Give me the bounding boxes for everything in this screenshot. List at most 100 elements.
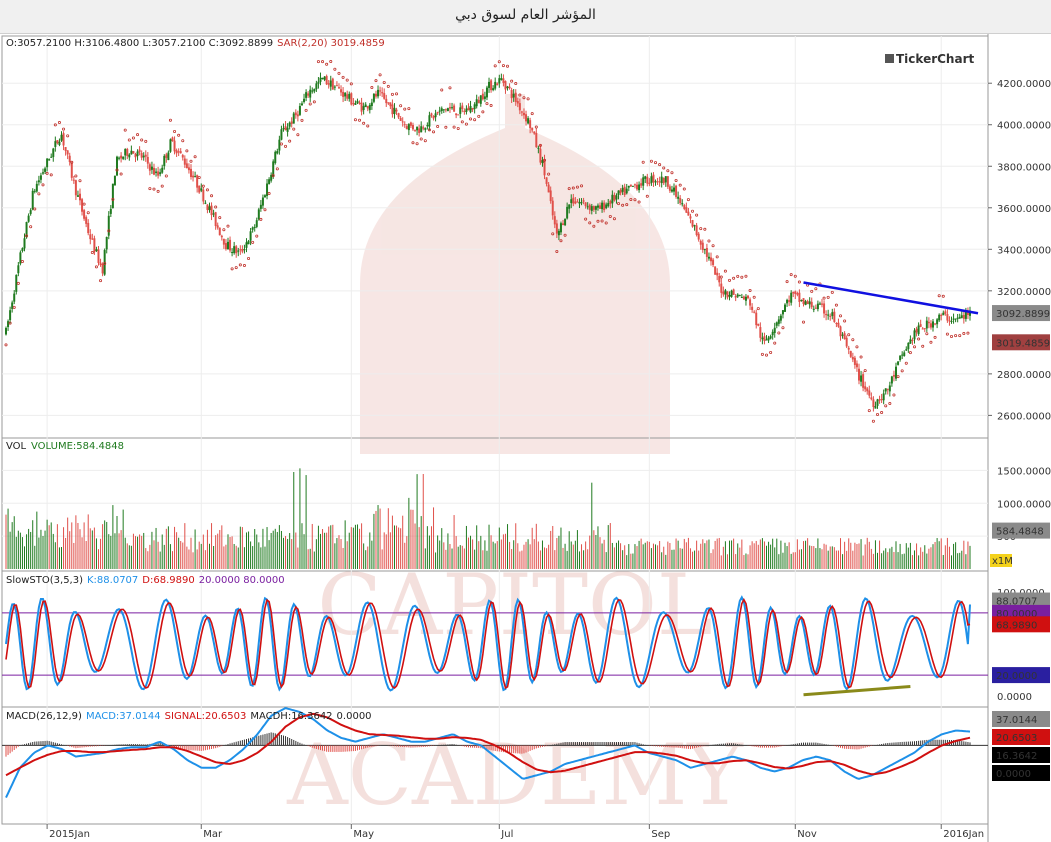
sar-dot [514,82,518,86]
candle-body [418,128,421,133]
candle-body [366,106,369,109]
sar-dot [526,97,530,101]
candle-body [391,104,394,115]
candle-body [161,167,164,173]
candle-body [37,180,40,183]
candle-body [728,294,731,297]
sar-dot [485,102,489,106]
candle-body [627,185,630,188]
macd-panel[interactable]: 37.0144 20.6503 16.3642 0.0000 [2,707,1050,799]
candle-body [763,336,766,342]
candle-body [541,160,544,164]
candle-body [368,104,371,111]
candle-body [545,177,548,184]
candle-body [196,175,199,188]
candle-body [54,141,57,147]
candle-body [342,91,345,97]
candle-body [646,176,649,184]
candle-body [74,180,77,196]
sar-dot [547,172,551,176]
stochastic-panel[interactable]: 100.00000.000088.070780.000068.989020.00… [2,588,1050,703]
x-tick-label: Nov [797,829,817,840]
sar-dot [810,289,814,293]
sar-dot [57,121,61,125]
candle-body [187,167,190,171]
candle-body [317,81,320,84]
candle-body [471,108,474,110]
candle-body [118,157,121,159]
candle-body [537,147,540,149]
candle-body [19,252,22,264]
sar-dot [904,361,908,365]
sar-dot [600,219,604,223]
candle-body [251,227,254,230]
candle-body [485,87,488,98]
sar-dot [300,118,304,122]
candle-body [878,399,881,401]
candle-body [350,93,353,105]
candle-body [710,257,713,262]
candle-body [360,102,363,112]
chart-canvas[interactable]: CAPITOL ACADEMY 4200.0000 4000.0000 3800.0… [0,34,1051,842]
last-close-label: 3092.8899 [996,309,1050,320]
sar-dot [678,183,682,187]
sar-dot [321,60,325,64]
y-tick-label: 3200.0000 [997,287,1051,298]
candle-body [498,78,501,84]
candle-body [525,114,528,122]
candle-body [570,199,573,204]
sar-dot [263,208,267,212]
candle-body [309,89,312,98]
sar-dot [115,168,119,172]
sar-dot [682,187,686,191]
sar-dot [654,161,658,165]
candle-body [15,274,18,292]
candle-body [827,314,830,316]
y-tick-label: 3400.0000 [997,245,1051,256]
candle-body [753,311,756,313]
sar-dot [797,280,801,284]
candle-body [734,295,737,298]
candle-body [142,155,145,158]
candle-body [802,298,805,304]
candle-body [48,159,51,161]
candle-body [231,252,234,254]
candle-body [432,115,435,119]
candle-body [333,86,336,88]
candle-body [134,154,137,158]
candle-body [105,236,108,250]
sar-dot [70,160,74,164]
sar-dot [119,172,123,176]
sar-dot [284,144,288,148]
candle-body [596,205,599,208]
sar-dot [374,79,378,83]
candle-body [555,223,558,234]
candle-body [152,167,155,175]
sar-dot [645,194,649,198]
candle-body [699,240,702,245]
sar-dot [103,261,107,265]
candle-body [257,209,260,220]
y-tick-label: 3600.0000 [997,204,1051,215]
candle-body [582,200,585,202]
sar-dot [851,338,855,342]
candle-body [128,154,131,158]
sar-dot [423,139,427,143]
price-header: O:3057.2100 H:3106.4800 L:3057.2100 C:30… [6,38,385,49]
candle-body [253,226,256,228]
sar-dot [551,232,555,236]
price-panel[interactable]: 4200.0000 4000.0000 3800.0000 3600.0000 3400… [2,60,1051,423]
candle-body [461,105,464,109]
sar-dot [892,393,896,397]
sar-dot [432,130,436,134]
sar-dot [555,249,559,253]
sar-dot [896,375,900,379]
candle-body [670,189,673,192]
candle-body [52,148,55,157]
candle-body [905,349,908,351]
sar-dot [247,257,251,261]
sar-dot [173,129,177,133]
candle-body [804,301,807,306]
candle-body [580,202,583,204]
